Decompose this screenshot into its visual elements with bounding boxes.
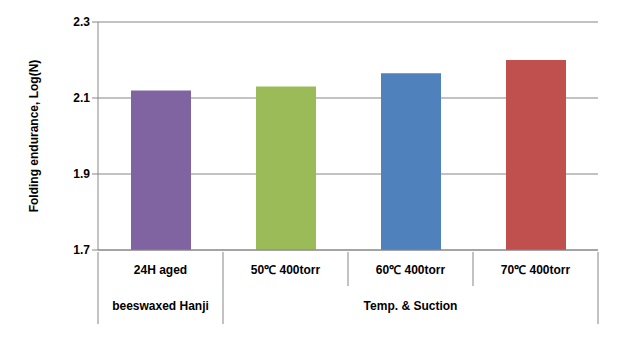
svg-text:50℃ 400torr: 50℃ 400torr (251, 263, 321, 277)
svg-text:2.3: 2.3 (73, 15, 90, 29)
svg-text:60℃ 400torr: 60℃ 400torr (376, 263, 446, 277)
svg-text:1.7: 1.7 (73, 243, 90, 257)
svg-text:24H aged: 24H aged (134, 263, 187, 277)
svg-text:Folding endurance, Log(N): Folding endurance, Log(N) (27, 60, 41, 213)
svg-text:70℃ 400torr: 70℃ 400torr (501, 263, 571, 277)
svg-text:beeswaxed Hanji: beeswaxed Hanji (112, 299, 209, 313)
svg-text:2.1: 2.1 (73, 91, 90, 105)
svg-text:Temp. & Suction: Temp. & Suction (364, 299, 458, 313)
svg-text:1.9: 1.9 (73, 167, 90, 181)
